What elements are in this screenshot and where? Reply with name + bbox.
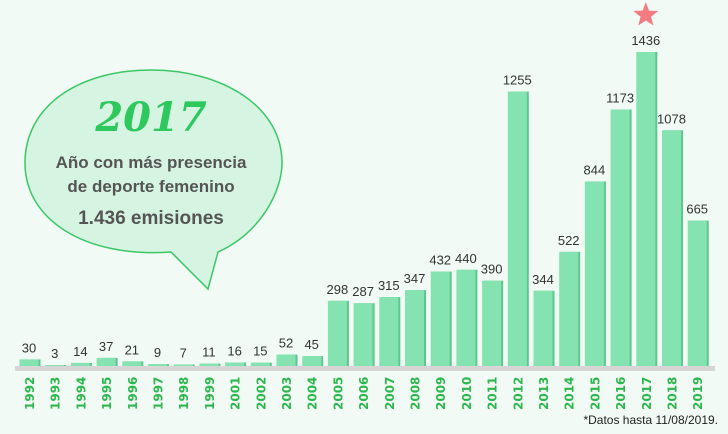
bar-2013 [533, 290, 553, 366]
value-label-2011: 390 [481, 262, 503, 277]
callout-year: 2017 [94, 94, 206, 141]
year-label-2012: 2012 [511, 377, 525, 410]
bar-2003 [276, 354, 296, 366]
year-label-1992: 1992 [23, 377, 37, 410]
callout-line2: de deporte femenino [67, 177, 234, 196]
bar-2008 [405, 290, 424, 366]
value-label-2017: 1436 [631, 33, 660, 48]
bar-1993 [45, 365, 65, 366]
year-label-1995: 1995 [100, 377, 114, 410]
callout-bubble: 2017 Año con más presencia de deporte fe… [24, 69, 283, 291]
callout-line1: Año con más presencia [56, 153, 247, 172]
value-label-2009: 432 [429, 253, 451, 268]
year-label-2017: 2017 [640, 377, 654, 410]
value-label-2013: 344 [532, 272, 554, 287]
bar-2006 [353, 303, 373, 366]
value-label-1999: 11 [202, 345, 216, 360]
bar-2012 [507, 91, 527, 366]
value-label-1997: 9 [154, 345, 161, 360]
value-label-1994: 14 [73, 344, 87, 359]
footnote: *Datos hasta 11/08/2019. [583, 413, 718, 427]
value-label-2010: 440 [455, 251, 477, 266]
bar-2019 [687, 220, 707, 366]
year-label-1996: 1996 [126, 377, 140, 410]
value-label-2007: 315 [378, 278, 400, 293]
bar-1994 [70, 362, 90, 366]
bar-2010 [456, 269, 476, 366]
value-label-1993: 3 [51, 346, 58, 361]
value-label-2019: 665 [686, 202, 708, 217]
bar-2005 [327, 300, 347, 366]
star-icon [633, 2, 659, 26]
bar-1996 [122, 361, 142, 366]
year-label-2002: 2002 [254, 377, 268, 410]
value-label-2004: 45 [304, 337, 318, 352]
year-label-2007: 2007 [383, 377, 397, 410]
year-label-2013: 2013 [537, 377, 551, 410]
year-label-2008: 2008 [409, 377, 423, 410]
value-label-1998: 7 [180, 345, 187, 360]
bar-2009 [430, 271, 450, 366]
year-label-2015: 2015 [588, 377, 602, 410]
year-label-2003: 2003 [280, 377, 294, 410]
value-label-2012: 1255 [503, 73, 532, 88]
year-label-2004: 2004 [306, 377, 320, 410]
value-label-2018: 1078 [657, 111, 686, 126]
year-label-1999: 1999 [203, 377, 217, 410]
bar-1998 [173, 364, 193, 366]
year-label-1998: 1998 [177, 377, 191, 410]
year-label-2019: 2019 [691, 377, 705, 410]
year-label-2016: 2016 [614, 377, 628, 410]
bar-2001 [225, 362, 245, 366]
bar-2004 [302, 356, 322, 366]
year-label-2018: 2018 [666, 377, 680, 410]
bar-2002 [250, 362, 270, 366]
value-label-2001: 16 [227, 344, 241, 359]
value-label-1995: 37 [99, 339, 113, 354]
bar-2018 [662, 130, 681, 366]
value-label-2008: 347 [404, 271, 426, 286]
value-label-2005: 298 [327, 282, 349, 297]
bar-2007 [379, 297, 399, 366]
bar-2015 [584, 181, 604, 366]
bar-2011 [482, 280, 502, 366]
bar-1999 [199, 363, 219, 366]
year-label-2014: 2014 [563, 377, 577, 410]
year-label-1994: 1994 [74, 377, 88, 410]
callout-line3: 1.436 emisiones [78, 208, 224, 229]
year-label-2011: 2011 [486, 377, 500, 410]
x-axis-baseline [15, 366, 715, 371]
value-label-2016: 1173 [606, 91, 634, 106]
value-label-2006: 287 [352, 284, 374, 299]
value-label-2003: 52 [279, 336, 293, 351]
bar-1997 [148, 364, 167, 366]
bar-2017 [636, 52, 656, 366]
speech-bubble-shape [24, 69, 283, 291]
year-label-2009: 2009 [434, 377, 448, 410]
value-label-1996: 21 [125, 342, 139, 357]
year-label-2010: 2010 [460, 377, 474, 410]
value-label-2002: 15 [253, 344, 267, 359]
year-label-2006: 2006 [357, 377, 371, 410]
year-label-1997: 1997 [152, 377, 166, 410]
bar-2016 [610, 109, 630, 366]
bar-2014 [559, 251, 579, 366]
value-label-2014: 522 [558, 233, 580, 248]
year-label-2001: 2001 [229, 377, 243, 410]
year-label-2005: 2005 [331, 377, 345, 410]
bar-1995 [96, 357, 116, 366]
year-label-1993: 1993 [49, 377, 63, 410]
bar-1992 [19, 359, 39, 366]
value-label-2015: 844 [584, 162, 606, 177]
value-label-1992: 30 [22, 340, 36, 355]
